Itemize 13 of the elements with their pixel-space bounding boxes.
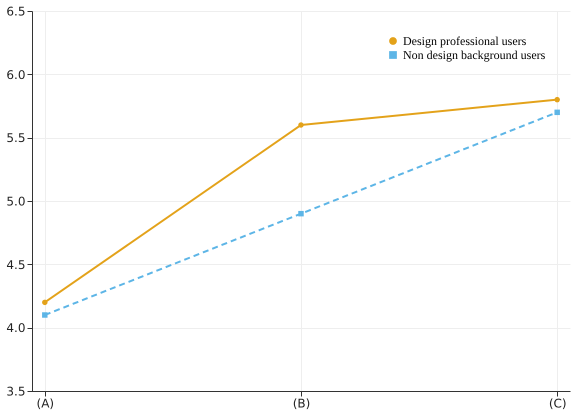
x-tick-label: (A) — [36, 396, 54, 410]
y-tick-label: 6.5 — [6, 4, 26, 18]
x-tick-label: (B) — [292, 396, 310, 410]
point — [554, 110, 560, 116]
legend-label: Design professional users — [403, 34, 527, 48]
y-tick-label: 6.0 — [6, 68, 26, 82]
legend-label: Non design background users — [403, 48, 546, 62]
y-tick-label: 5.5 — [6, 131, 26, 146]
y-tick-label: 4.5 — [6, 258, 26, 272]
y-tick-label: 5.0 — [6, 194, 26, 208]
y-tick-label: 3.5 — [6, 384, 26, 398]
x-tick-label: (C) — [548, 396, 567, 410]
y-tick-label: 4.0 — [6, 321, 26, 336]
